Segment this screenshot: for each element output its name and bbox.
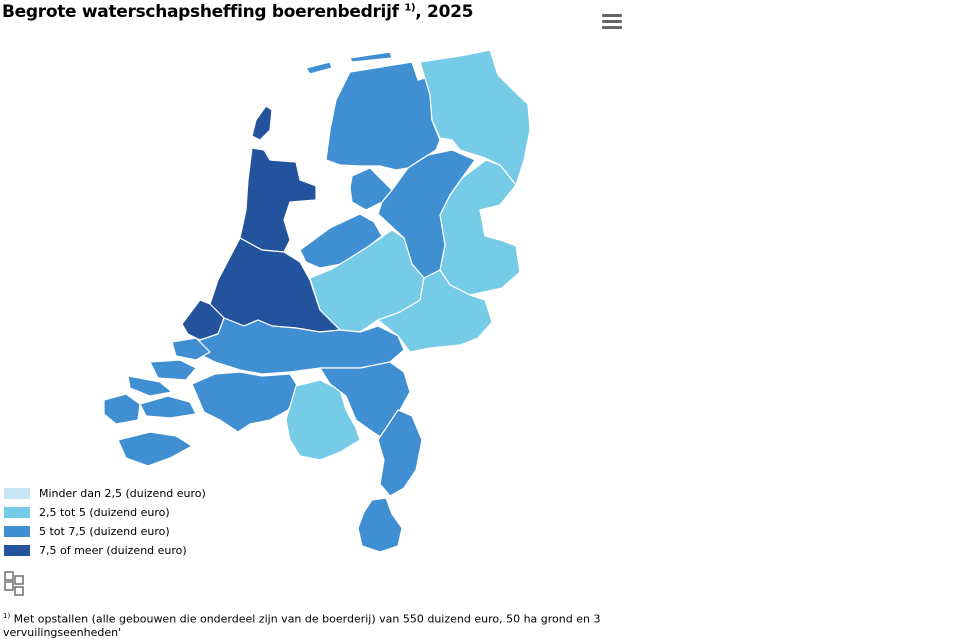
- footnote-marker: 1): [3, 612, 11, 620]
- region-zeeuws-vlaanderen[interactable]: [117, 431, 193, 467]
- legend-item-25-5[interactable]: 2,5 tot 5 (duizend euro): [4, 503, 206, 522]
- region-goeree[interactable]: [171, 337, 211, 361]
- legend-swatch: [4, 507, 30, 518]
- cbs-logo-icon: [4, 571, 24, 596]
- region-brabant-west[interactable]: [191, 371, 301, 433]
- legend-label: 7,5 of meer (duizend euro): [39, 544, 187, 557]
- legend-swatch: [4, 545, 30, 556]
- region-walcheren[interactable]: [103, 393, 141, 425]
- region-friesland[interactable]: [325, 61, 441, 171]
- hamburger-menu-icon[interactable]: [602, 14, 622, 30]
- region-zuid-beveland[interactable]: [139, 395, 197, 419]
- legend-item-5-75[interactable]: 5 tot 7,5 (duizend euro): [4, 522, 206, 541]
- legend-label: 5 tot 7,5 (duizend euro): [39, 525, 170, 538]
- region-achterhoek[interactable]: [377, 269, 493, 353]
- title-footnote-marker: 1): [404, 2, 416, 14]
- footnote: 1) Met opstallen (alle gebouwen die onde…: [3, 610, 603, 639]
- region-wadden-2[interactable]: [349, 51, 393, 63]
- footnote-text: Met opstallen (alle gebouwen die onderde…: [3, 612, 601, 639]
- region-limburg-zuid[interactable]: [357, 497, 403, 553]
- legend-item-75[interactable]: 7,5 of meer (duizend euro): [4, 541, 206, 560]
- legend-label: 2,5 tot 5 (duizend euro): [39, 506, 170, 519]
- region-noord-beveland[interactable]: [127, 375, 173, 397]
- region-rivierenland[interactable]: [194, 317, 405, 375]
- region-schouwen[interactable]: [149, 359, 197, 381]
- legend-swatch: [4, 488, 30, 499]
- legend-swatch: [4, 526, 30, 537]
- page-title: Begrote waterschapsheffing boerenbedrijf…: [2, 2, 473, 22]
- region-texel[interactable]: [251, 105, 273, 141]
- legend-item-lt25[interactable]: Minder dan 2,5 (duizend euro): [4, 484, 206, 503]
- region-noordoostpolder[interactable]: [349, 167, 393, 211]
- map-legend: Minder dan 2,5 (duizend euro) 2,5 tot 5 …: [4, 484, 206, 560]
- region-wadden-1[interactable]: [305, 61, 333, 75]
- title-text: Begrote waterschapsheffing boerenbedrijf: [2, 2, 399, 22]
- region-noord-holland[interactable]: [239, 147, 317, 253]
- title-year: , 2025: [415, 2, 474, 22]
- legend-label: Minder dan 2,5 (duizend euro): [39, 487, 206, 500]
- region-limburg-noord[interactable]: [377, 409, 423, 497]
